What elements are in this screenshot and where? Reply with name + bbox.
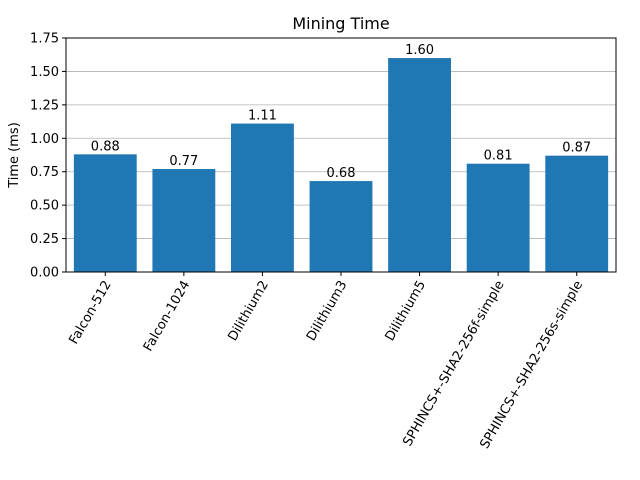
- bar-value-label: 1.11: [248, 109, 277, 124]
- chart-title: Mining Time: [292, 14, 389, 33]
- bar-value-label: 0.77: [169, 154, 198, 169]
- bars: [73, 58, 609, 272]
- y-tick-label: 0.25: [30, 232, 59, 247]
- bar: [231, 123, 294, 272]
- bar: [152, 169, 216, 272]
- bar-value-label: 0.81: [484, 149, 513, 164]
- y-tick-label: 1.00: [30, 132, 59, 147]
- y-tick-label: 0.50: [30, 199, 59, 214]
- bar-value-label: 0.68: [327, 166, 356, 181]
- y-axis-label: Time (ms): [7, 122, 22, 189]
- y-tick-label: 1.50: [30, 65, 59, 80]
- bar: [388, 58, 451, 272]
- bar: [545, 155, 609, 272]
- bar: [73, 154, 137, 272]
- bar-value-label: 1.60: [405, 43, 434, 58]
- data-labels: 0.88 0.77 1.11 0.68 1.60 0.81 0.87: [91, 43, 591, 181]
- y-tick-label: 0.75: [30, 165, 59, 180]
- bar-value-label: 0.88: [91, 139, 120, 154]
- y-tick-label: 1.75: [30, 32, 59, 47]
- bar: [309, 181, 373, 272]
- bar: [466, 163, 530, 272]
- y-tick-label: 1.25: [30, 98, 59, 113]
- y-tick-label: 0.00: [30, 266, 59, 281]
- bar-value-label: 0.87: [562, 141, 591, 156]
